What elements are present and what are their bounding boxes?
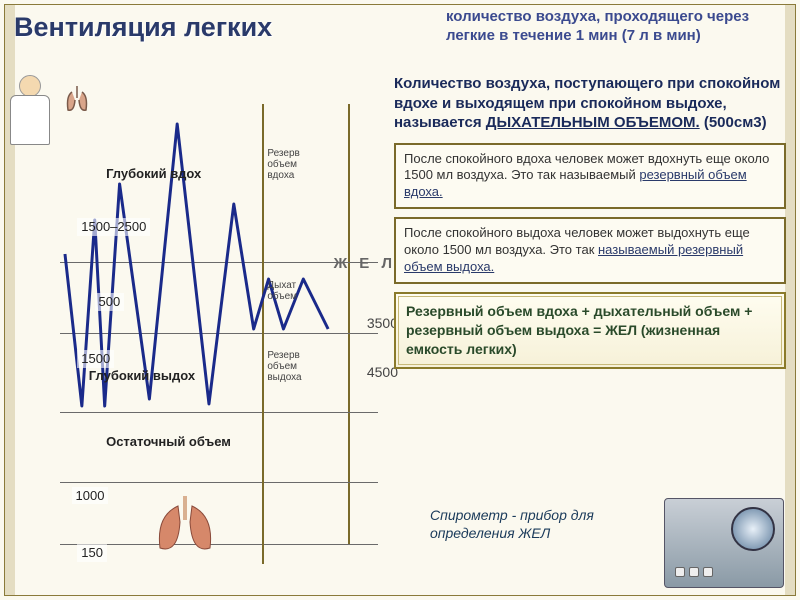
label-deep-inhale: Глубокий вдох: [106, 166, 201, 182]
spirogram-chart: Глубокий вдох 1500–2500 Резерв объем вдо…: [60, 104, 350, 544]
value-tidal: 500: [95, 293, 125, 311]
range-tidal: Дыхат объем: [267, 280, 307, 302]
text-panel: Количество воздуха, поступающего при спо…: [394, 74, 786, 369]
value-reserve-exhale: 1500: [77, 350, 114, 368]
value-residual: 1000: [72, 487, 109, 505]
spirometer-caption: Спирометр - прибор для определения ЖЕЛ: [430, 506, 675, 542]
chart-panel: Глубокий вдох 1500–2500 Резерв объем вдо…: [10, 70, 380, 580]
value-deadspace: 150: [77, 544, 107, 562]
label-residual: Остаточный объем: [106, 434, 231, 450]
zhel-label: Ж Е Л: [334, 254, 396, 274]
lungs-icon: [150, 494, 220, 554]
spirometer-icon: [664, 498, 784, 588]
page-subtitle: количество воздуха, проходящего через ле…: [446, 8, 786, 46]
doctor-icon: [10, 75, 50, 145]
decor-right: [785, 5, 795, 595]
label-deep-exhale: Глубокий выдох: [89, 368, 195, 384]
reserve-exhale-box: После спокойного выдоха человек может вы…: [394, 217, 786, 284]
tidal-volume-paragraph: Количество воздуха, поступающего при спо…: [394, 74, 786, 133]
page-title: Вентиляция легких: [14, 12, 272, 43]
range-reserve-inhale: Резерв объем вдоха: [267, 148, 307, 181]
zhel-formula-box: Резервный объем вдоха + дыхательный объе…: [394, 292, 786, 369]
value-reserve-inhale: 1500–2500: [77, 218, 150, 236]
range-reserve-exhale: Резерв объем выдоха: [267, 350, 307, 383]
reserve-inhale-box: После спокойного вдоха человек может вдо…: [394, 143, 786, 210]
